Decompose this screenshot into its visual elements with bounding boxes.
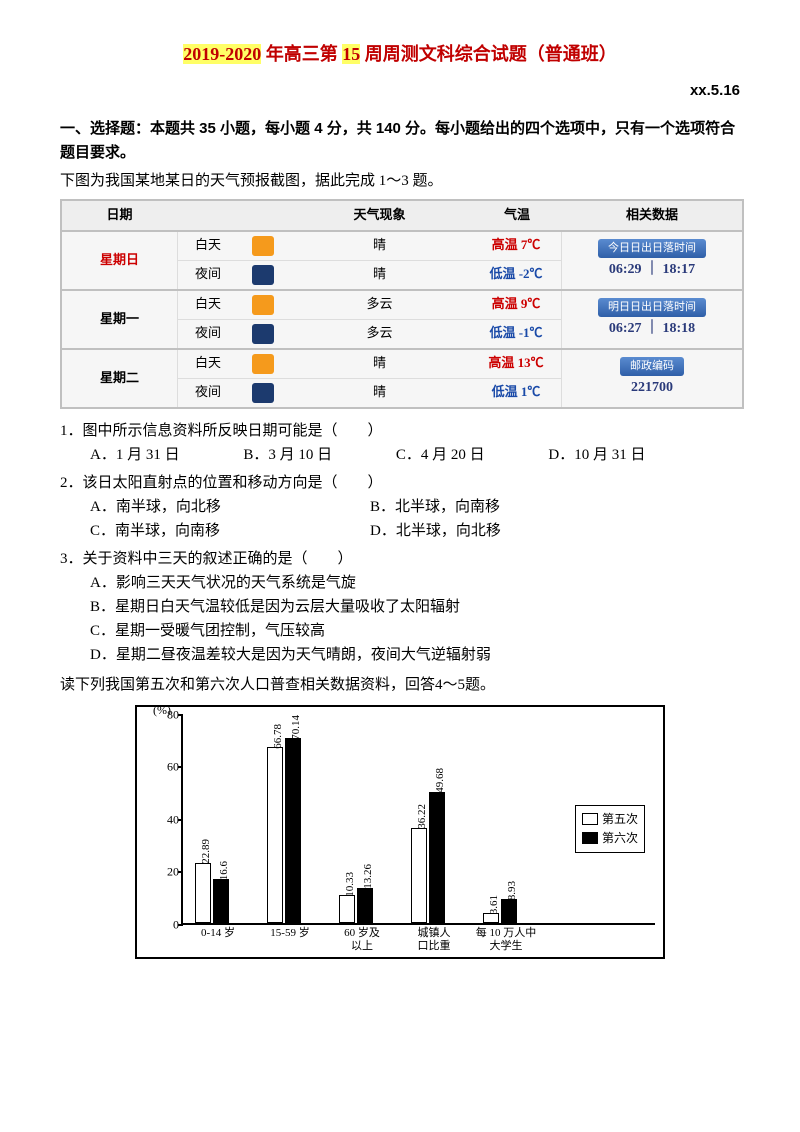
period-name: 白天 [178,353,238,374]
temperature: 高温 9℃ [471,294,561,315]
sub-intro: 读下列我国第五次和第六次人口普查相关数据资料，回答4～5题。 [60,673,740,697]
x-tick-label: 每 10 万人中大学生 [471,927,541,953]
page-title: 2019-2020 年高三第 15 周周测文科综合试题（普通班） [60,40,740,69]
bar-value-label: 8.93 [504,881,522,900]
hdr-temperature: 气温 [472,205,562,226]
bar-series-6: 49.68 [429,792,445,922]
title-hl-1: 2019-2020 [183,44,261,64]
phenomenon: 多云 [288,294,471,315]
q2-opt-c: C．南半球，向南移 [90,519,370,543]
q2-opt-b: B．北半球，向南移 [370,495,500,519]
temperature: 高温 7℃ [471,235,561,256]
weather-row: 星期日白天晴高温 7℃夜间晴低温 -2℃今日日出日落时间06:29 ｜ 18:1… [62,232,742,291]
data-value: 06:27 ｜ 18:18 [609,318,695,340]
bar-series-6: 16.6 [213,879,229,923]
bar-series-6: 8.93 [501,899,517,922]
bar-series-5: 3.61 [483,913,499,922]
weather-icon [252,295,274,315]
phenomenon: 晴 [288,382,471,403]
q3-opt-a: A．影响三天天气状况的天气系统是气旋 [90,571,740,595]
temperature: 低温 -1℃ [471,323,561,344]
x-tick-label: 15-59 岁 [255,927,325,940]
data-chip: 今日日出日落时间 [598,239,706,259]
data-chip: 明日日出日落时间 [598,298,706,318]
phenomenon: 晴 [288,235,471,256]
temperature: 高温 13℃ [471,353,561,374]
data-chip: 邮政编码 [620,357,684,377]
intro-text: 下图为我国某地某日的天气预报截图，据此完成 1～3 题。 [60,169,740,193]
legend-series-5: 第五次 [582,810,638,829]
bar-series-5: 10.33 [339,895,355,922]
x-tick-label: 城镇人口比重 [399,927,469,953]
legend-swatch-white [582,813,598,825]
period-name: 夜间 [178,264,238,285]
hdr-date: 日期 [62,201,177,230]
q2-opt-a: A．南半球，向北移 [90,495,370,519]
data-value: 06:29 ｜ 18:17 [609,259,695,281]
title-hl-2: 15 [342,44,360,64]
q3-stem: 3．关于资料中三天的叙述正确的是（ ） [60,547,740,571]
phenomenon: 晴 [288,264,471,285]
day-label: 星期二 [62,350,178,407]
period-name: 白天 [178,235,238,256]
bar-value-label: 13.26 [360,864,378,889]
q1-opt-d: D．10 月 31 日 [548,447,645,463]
q1-opt-b: B．3 月 10 日 [243,443,332,467]
weather-header-row: 日期 天气现象 气温 相关数据 [62,201,742,232]
temperature: 低温 -2℃ [471,264,561,285]
q1-stem: 1．图中所示信息资料所反映日期可能是（ ） [60,419,740,443]
weather-row: 星期二白天晴高温 13℃夜间晴低温 1℃邮政编码221700 [62,350,742,407]
question-1: 1．图中所示信息资料所反映日期可能是（ ） A．1 月 31 日 B．3 月 1… [60,419,740,467]
bar-series-5: 36.22 [411,828,427,923]
bar-value-label: 70.14 [288,715,306,740]
q3-opt-b: B．星期日白天气温较低是因为云层大量吸收了太阳辐射 [90,595,740,619]
related-data-box: 明日日出日落时间06:27 ｜ 18:18 [561,291,742,348]
bar-series-6: 70.14 [285,738,301,922]
period-name: 夜间 [178,323,238,344]
day-label: 星期一 [62,291,178,348]
data-value: 221700 [631,377,673,399]
weather-icon [252,265,274,285]
day-label: 星期日 [62,232,178,289]
weather-icon [252,383,274,403]
bar-value-label: 49.68 [432,768,450,793]
question-3: 3．关于资料中三天的叙述正确的是（ ） A．影响三天天气状况的天气系统是气旋 B… [60,547,740,667]
bar-series-5: 22.89 [195,863,211,923]
period-name: 白天 [178,294,238,315]
weather-table: 日期 天气现象 气温 相关数据 星期日白天晴高温 7℃夜间晴低温 -2℃今日日出… [60,199,744,409]
temperature: 低温 1℃ [471,382,561,403]
section-heading: 一、选择题：本题共 35 小题，每小题 4 分，共 140 分。每小题给出的四个… [60,117,740,165]
legend-series-6: 第六次 [582,829,638,848]
related-data-box: 邮政编码221700 [561,350,742,407]
q1-opt-a: A．1 月 31 日 [90,443,180,467]
q2-stem: 2．该日太阳直射点的位置和移动方向是（ ） [60,471,740,495]
population-chart: (%) 020406080 22.8916.666.7870.1410.3313… [135,705,665,959]
bar-value-label: 16.6 [216,861,234,880]
period-name: 夜间 [178,382,238,403]
q1-opt-c: C．4 月 20 日 [396,443,485,467]
q3-opt-d: D．星期二昼夜温差较大是因为天气晴朗，夜间大气逆辐射弱 [90,643,740,667]
chart-legend: 第五次 第六次 [575,805,645,853]
weather-row: 星期一白天多云高温 9℃夜间多云低温 -1℃明日日出日落时间06:27 ｜ 18… [62,291,742,350]
bar-series-5: 66.78 [267,747,283,922]
bar-value-label: 22.89 [198,839,216,864]
bar-series-6: 13.26 [357,888,373,923]
weather-icon [252,324,274,344]
x-tick-label: 0-14 岁 [183,927,253,940]
question-2: 2．该日太阳直射点的位置和移动方向是（ ） A．南半球，向北移 B．北半球，向南… [60,471,740,543]
date-right: xx.5.16 [60,79,740,103]
q3-opt-c: C．星期一受暖气团控制，气压较高 [90,619,740,643]
weather-icon [252,236,274,256]
phenomenon: 晴 [288,353,471,374]
x-tick-label: 60 岁及以上 [327,927,397,953]
legend-swatch-black [582,832,598,844]
hdr-phenomenon: 天气现象 [287,205,472,226]
hdr-related-data: 相关数据 [562,201,742,230]
related-data-box: 今日日出日落时间06:29 ｜ 18:17 [561,232,742,289]
q2-opt-d: D．北半球，向北移 [370,519,501,543]
weather-icon [252,354,274,374]
phenomenon: 多云 [288,323,471,344]
